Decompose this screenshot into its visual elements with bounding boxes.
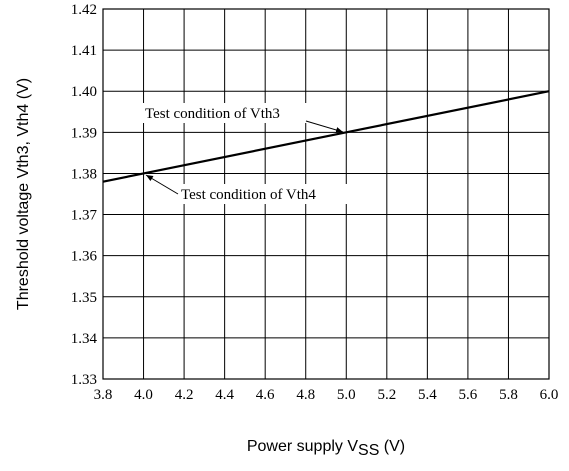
x-tick-label: 5.6 [459, 387, 478, 403]
x-tick-label: 4.6 [256, 387, 275, 403]
annotation-arrow [305, 120, 344, 133]
x-tick-label: 4.2 [175, 387, 194, 403]
y-tick-label: 1.35 [71, 290, 97, 306]
x-tick-label: 4.0 [134, 387, 153, 403]
x-tick-label: 6.0 [540, 387, 559, 403]
x-axis-label-sub: SS [358, 442, 379, 459]
x-axis-label: Power supply VSS (V) [247, 438, 405, 459]
x-tick-label: 5.4 [418, 387, 437, 403]
y-tick-label: 1.33 [71, 372, 97, 388]
x-tick-label: 3.8 [94, 387, 113, 403]
x-tick-label: 4.8 [296, 387, 315, 403]
y-tick-label: 1.40 [71, 84, 97, 100]
x-tick-label: 5.8 [499, 387, 518, 403]
annotation-bg [178, 184, 350, 204]
y-tick-label: 1.42 [71, 2, 97, 18]
y-tick-label: 1.34 [71, 331, 98, 347]
annotation: Test condition of Vth3 [145, 106, 280, 122]
plot-frame [102, 8, 550, 380]
x-tick-label: 4.4 [215, 387, 234, 403]
y-tick-label: 1.38 [71, 166, 97, 182]
y-tick-label: 1.37 [71, 208, 98, 224]
y-tick-label: 1.36 [71, 249, 98, 265]
y-tick-label: 1.41 [71, 43, 97, 59]
y-axis-label: Threshold voltage Vth3, Vth4 (V) [15, 78, 32, 310]
x-axis-label-main: Power supply V [247, 438, 358, 455]
x-tick-label: 5.0 [337, 387, 356, 403]
annotation-bg [143, 103, 315, 123]
annotation-arrow [145, 174, 179, 195]
x-axis-label-unit: (V) [379, 438, 405, 455]
y-tick-label: 1.39 [71, 125, 97, 141]
data-line [102, 90, 550, 183]
x-tick-label: 5.2 [377, 387, 396, 403]
annotation: Test condition of Vth4 [181, 187, 316, 203]
